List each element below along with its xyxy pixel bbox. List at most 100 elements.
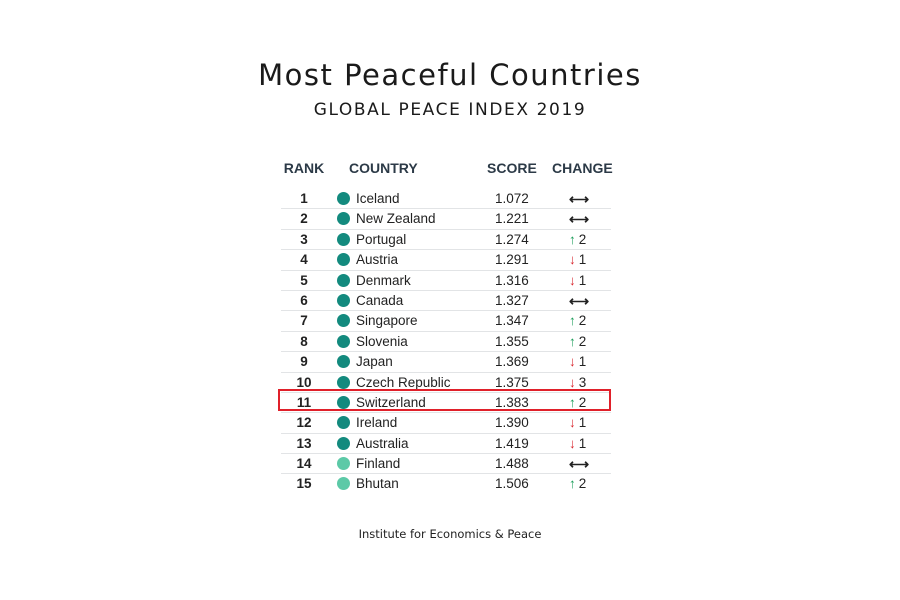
score-cell: 1.316	[495, 272, 529, 288]
score-cell: 1.327	[495, 292, 529, 308]
change-cell: ↑ 2	[569, 476, 586, 492]
country-dot-icon	[337, 253, 350, 267]
rank-cell: 5	[300, 272, 308, 288]
country-cell: Finland	[356, 456, 401, 472]
score-cell: 1.488	[495, 456, 529, 472]
change-value: 2	[578, 394, 587, 410]
no-change-icon: ⟷	[569, 211, 589, 228]
country-dot-icon	[337, 477, 350, 491]
table-row: 11 Switzerland 1.383 ↑ 2	[281, 393, 611, 414]
rank-cell: 6	[300, 292, 308, 308]
country-cell: Denmark	[356, 272, 411, 288]
score-cell: 1.506	[495, 476, 529, 492]
score-cell: 1.291	[495, 252, 529, 268]
table-row: 12 Ireland 1.390 ↓ 1	[281, 413, 611, 434]
table-row: 7 Singapore 1.347 ↑ 2	[281, 311, 611, 332]
change-value: 1	[578, 435, 587, 451]
country-dot-icon	[337, 416, 350, 430]
rank-cell: 13	[296, 435, 312, 451]
rank-cell: 2	[300, 211, 308, 227]
table-row: 15 Bhutan 1.506 ↑ 2	[281, 474, 611, 494]
arrow-up-icon: ↑	[569, 333, 576, 349]
table-row: 6 Canada 1.327 ⟷	[281, 291, 611, 312]
table-row: 10 Czech Republic 1.375 ↓ 3	[281, 373, 611, 393]
change-value: 1	[578, 415, 587, 431]
change-cell: ⟷	[569, 292, 589, 310]
score-cell: 1.221	[495, 211, 529, 227]
change-value: 1	[578, 252, 587, 268]
country-cell: Singapore	[356, 313, 418, 329]
country-dot-icon	[337, 232, 350, 246]
country-cell: New Zealand	[356, 211, 436, 227]
country-dot-icon	[337, 457, 350, 471]
change-cell: ⟷	[569, 456, 589, 473]
change-value: 2	[578, 476, 587, 492]
country-cell: Japan	[356, 354, 393, 370]
country-dot-icon	[337, 273, 350, 287]
table-row: 5 Denmark 1.316 ↓ 1	[281, 271, 611, 291]
change-value: 2	[578, 231, 587, 247]
score-cell: 1.369	[495, 354, 529, 370]
table-row: 13 Australia 1.419 ↓ 1	[281, 434, 611, 455]
table-header: RANK COUNTRY SCORE CHANGE	[281, 160, 621, 182]
change-cell: ↓ 1	[569, 436, 586, 452]
rank-cell: 12	[296, 415, 312, 431]
country-dot-icon	[337, 293, 350, 307]
change-cell: ⟷	[569, 211, 589, 228]
change-cell: ↓ 1	[569, 415, 586, 431]
country-cell: Czech Republic	[356, 374, 451, 390]
change-cell: ⟷	[569, 191, 589, 208]
header-country: COUNTRY	[349, 160, 418, 176]
score-cell: 1.347	[495, 313, 529, 329]
change-cell: ↓ 1	[569, 273, 586, 289]
arrow-down-icon: ↓	[569, 374, 576, 390]
rank-cell: 15	[296, 476, 312, 492]
rank-cell: 14	[296, 456, 312, 472]
score-cell: 1.355	[495, 333, 529, 349]
score-cell: 1.390	[495, 415, 529, 431]
country-dot-icon	[337, 436, 350, 450]
no-change-icon: ⟷	[569, 292, 589, 309]
arrow-up-icon: ↑	[569, 313, 576, 329]
arrow-down-icon: ↓	[569, 272, 576, 288]
ranking-table: RANK COUNTRY SCORE CHANGE 1 Iceland 1.072 ⟷…	[281, 160, 621, 491]
country-dot-icon	[337, 355, 350, 369]
rank-cell: 11	[296, 394, 312, 410]
score-cell: 1.274	[495, 231, 529, 247]
arrow-down-icon: ↓	[569, 252, 576, 268]
table-row: 8 Slovenia 1.355 ↑ 2	[281, 332, 611, 353]
table-row: 4 Austria 1.291 ↓ 1	[281, 250, 611, 271]
country-cell: Austria	[356, 252, 399, 268]
rank-cell: 10	[296, 374, 312, 390]
change-cell: ↓ 1	[569, 252, 586, 268]
change-value: 1	[578, 354, 587, 370]
score-cell: 1.072	[495, 191, 529, 206]
score-cell: 1.383	[495, 394, 529, 410]
change-value: 2	[578, 333, 587, 349]
rank-cell: 4	[300, 252, 308, 268]
rank-cell: 7	[300, 313, 308, 329]
country-cell: Ireland	[356, 415, 398, 431]
country-dot-icon	[337, 192, 350, 205]
rank-cell: 9	[300, 354, 308, 370]
no-change-icon: ⟷	[569, 456, 589, 473]
country-cell: Bhutan	[356, 476, 399, 492]
source-note: Institute for Economics & Peace	[358, 527, 542, 541]
change-cell: ↑ 2	[569, 313, 586, 329]
table-row: 1 Iceland 1.072 ⟷	[281, 189, 611, 210]
rank-cell: 8	[300, 333, 308, 349]
change-cell: ↓ 1	[569, 354, 586, 370]
arrow-up-icon: ↑	[569, 476, 576, 492]
country-cell: Switzerland	[356, 394, 426, 410]
arrow-up-icon: ↑	[569, 231, 576, 247]
table-body: 1 Iceland 1.072 ⟷ 2 New Zealand 1.221 ⟷ 3 Portuga…	[281, 189, 611, 495]
arrow-down-icon: ↓	[569, 435, 576, 451]
country-dot-icon	[337, 375, 350, 389]
arrow-down-icon: ↓	[569, 354, 576, 370]
chart-title: Most Peaceful Countries	[258, 58, 642, 92]
arrow-up-icon: ↑	[569, 394, 576, 410]
country-cell: Iceland	[356, 191, 400, 206]
change-value: 3	[578, 374, 587, 390]
rank-cell: 1	[300, 191, 308, 206]
rank-cell: 3	[300, 231, 308, 247]
